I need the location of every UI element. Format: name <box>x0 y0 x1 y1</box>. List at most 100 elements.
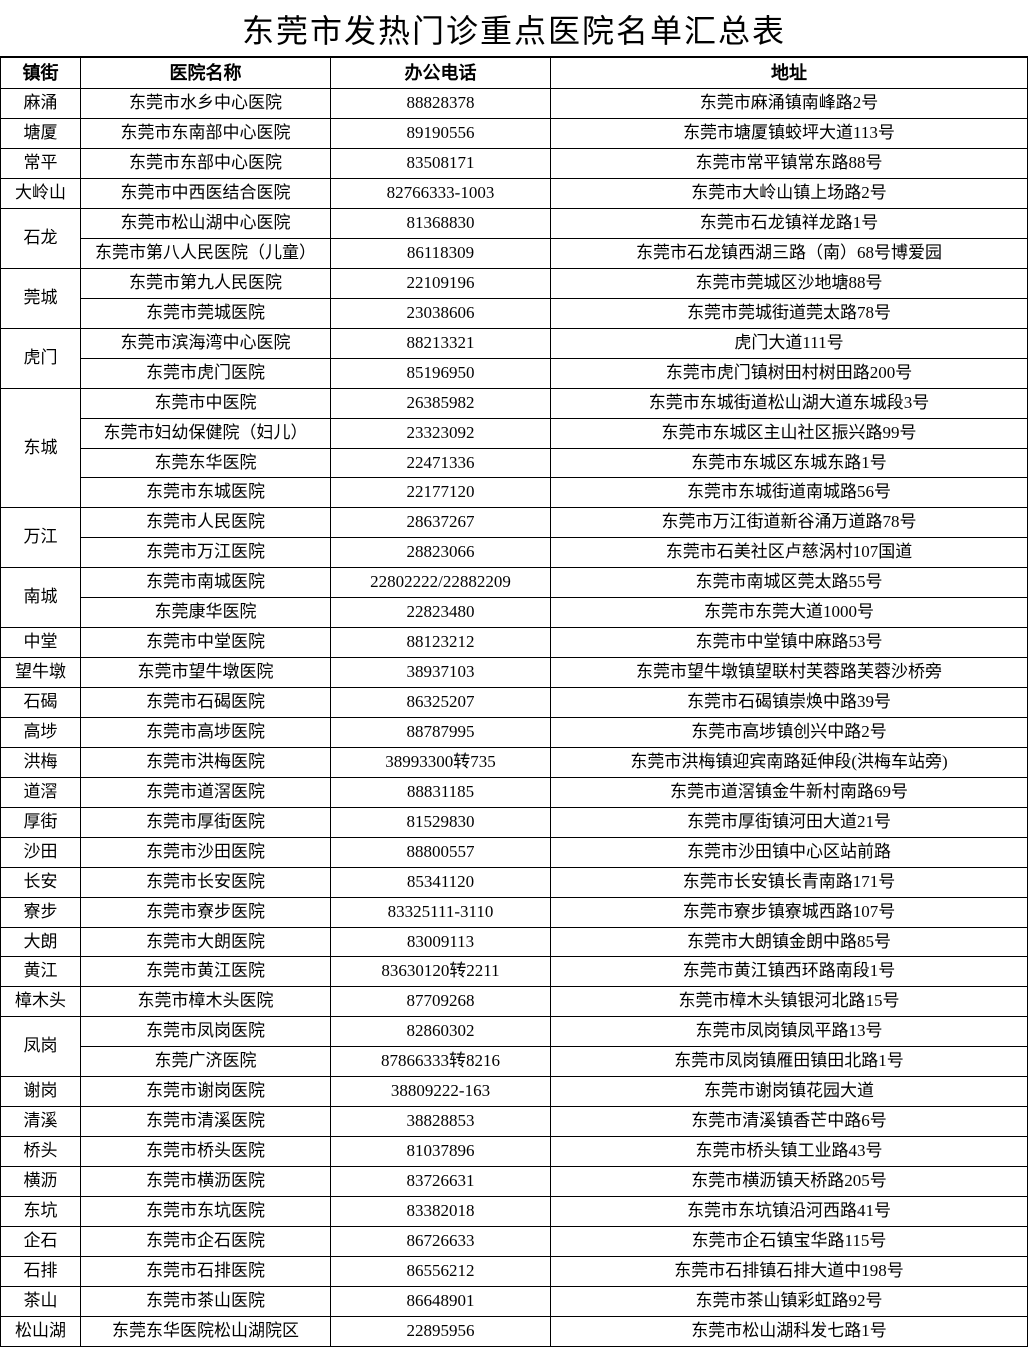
table-row: 企石东莞市企石医院86726633东莞市企石镇宝华路115号 <box>1 1226 1028 1256</box>
cell-town: 大朗 <box>1 927 81 957</box>
table-body: 麻涌东莞市水乡中心医院88828378东莞市麻涌镇南峰路2号塘厦东莞市东南部中心… <box>1 89 1028 1346</box>
cell-hospital-name: 东莞市桥头医院 <box>81 1137 331 1167</box>
cell-address: 虎门大道111号 <box>551 328 1028 358</box>
table-row: 寮步东莞市寮步医院83325111-3110东莞市寮步镇寮城西路107号 <box>1 897 1028 927</box>
table-row: 常平东莞市东部中心医院83508171东莞市常平镇常东路88号 <box>1 149 1028 179</box>
cell-address: 东莞市道滘镇金牛新村南路69号 <box>551 777 1028 807</box>
page-title: 东莞市发热门诊重点医院名单汇总表 <box>0 0 1028 57</box>
cell-phone: 83508171 <box>331 149 551 179</box>
cell-address: 东莞市茶山镇彩虹路92号 <box>551 1286 1028 1316</box>
cell-phone: 83630120转2211 <box>331 957 551 987</box>
table-row: 东莞广济医院87866333转8216东莞市凤岗镇雁田镇田北路1号 <box>1 1047 1028 1077</box>
cell-phone: 22802222/22882209 <box>331 568 551 598</box>
cell-phone: 38993300转735 <box>331 747 551 777</box>
cell-address: 东莞市石龙镇西湖三路（南）68号博爱园 <box>551 238 1028 268</box>
cell-town: 清溪 <box>1 1107 81 1137</box>
cell-phone: 82766333-1003 <box>331 179 551 209</box>
cell-address: 东莞市高埗镇创兴中路2号 <box>551 717 1028 747</box>
cell-phone: 22471336 <box>331 448 551 478</box>
cell-address: 东莞市石碣镇崇焕中路39号 <box>551 688 1028 718</box>
cell-hospital-name: 东莞市万江医院 <box>81 538 331 568</box>
table-row: 东莞市东城医院22177120东莞市东城街道南城路56号 <box>1 478 1028 508</box>
cell-hospital-name: 东莞市东城医院 <box>81 478 331 508</box>
cell-address: 东莞市谢岗镇花园大道 <box>551 1077 1028 1107</box>
cell-address: 东莞市沙田镇中心区站前路 <box>551 837 1028 867</box>
table-row: 东城东莞市中医院26385982东莞市东城街道松山湖大道东城段3号 <box>1 388 1028 418</box>
cell-hospital-name: 东莞市第九人民医院 <box>81 268 331 298</box>
cell-address: 东莞市桥头镇工业路43号 <box>551 1137 1028 1167</box>
cell-phone: 88831185 <box>331 777 551 807</box>
table-row: 谢岗东莞市谢岗医院38809222-163东莞市谢岗镇花园大道 <box>1 1077 1028 1107</box>
table-row: 万江东莞市人民医院28637267东莞市万江街道新谷涌万道路78号 <box>1 508 1028 538</box>
cell-address: 东莞市东城街道南城路56号 <box>551 478 1028 508</box>
table-row: 道滘东莞市道滘医院88831185东莞市道滘镇金牛新村南路69号 <box>1 777 1028 807</box>
cell-address: 东莞市大朗镇金朗中路85号 <box>551 927 1028 957</box>
cell-town: 洪梅 <box>1 747 81 777</box>
table-row: 东莞东华医院22471336东莞市东城区东城东路1号 <box>1 448 1028 478</box>
cell-hospital-name: 东莞市东部中心医院 <box>81 149 331 179</box>
cell-town: 大岭山 <box>1 179 81 209</box>
cell-phone: 87709268 <box>331 987 551 1017</box>
cell-phone: 38937103 <box>331 658 551 688</box>
cell-address: 东莞市石美社区卢慈涡村107国道 <box>551 538 1028 568</box>
cell-hospital-name: 东莞市茶山医院 <box>81 1286 331 1316</box>
cell-phone: 23038606 <box>331 298 551 328</box>
cell-hospital-name: 东莞市水乡中心医院 <box>81 89 331 119</box>
table-row: 樟木头东莞市樟木头医院87709268东莞市樟木头镇银河北路15号 <box>1 987 1028 1017</box>
cell-town: 凤岗 <box>1 1017 81 1077</box>
cell-phone: 28637267 <box>331 508 551 538</box>
cell-phone: 22177120 <box>331 478 551 508</box>
table-row: 黄江东莞市黄江医院83630120转2211东莞市黄江镇西环路南段1号 <box>1 957 1028 987</box>
cell-hospital-name: 东莞市沙田医院 <box>81 837 331 867</box>
table-row: 东莞市妇幼保健院（妇儿）23323092东莞市东城区主山社区振兴路99号 <box>1 418 1028 448</box>
cell-town: 谢岗 <box>1 1077 81 1107</box>
table-row: 横沥东莞市横沥医院83726631东莞市横沥镇天桥路205号 <box>1 1167 1028 1197</box>
table-row: 石龙东莞市松山湖中心医院81368830东莞市石龙镇祥龙路1号 <box>1 209 1028 239</box>
cell-phone: 22109196 <box>331 268 551 298</box>
cell-town: 松山湖 <box>1 1316 81 1346</box>
cell-hospital-name: 东莞市中堂医院 <box>81 628 331 658</box>
col-header-addr: 地址 <box>551 58 1028 89</box>
cell-hospital-name: 东莞市望牛墩医院 <box>81 658 331 688</box>
cell-phone: 85196950 <box>331 358 551 388</box>
cell-hospital-name: 东莞市妇幼保健院（妇儿） <box>81 418 331 448</box>
cell-town: 黄江 <box>1 957 81 987</box>
cell-address: 东莞市石龙镇祥龙路1号 <box>551 209 1028 239</box>
cell-phone: 86556212 <box>331 1256 551 1286</box>
cell-town: 莞城 <box>1 268 81 328</box>
table-row: 东莞康华医院22823480东莞市东莞大道1000号 <box>1 598 1028 628</box>
cell-address: 东莞市企石镇宝华路115号 <box>551 1226 1028 1256</box>
cell-town: 东坑 <box>1 1196 81 1226</box>
cell-address: 东莞市厚街镇河田大道21号 <box>551 807 1028 837</box>
cell-town: 万江 <box>1 508 81 568</box>
cell-address: 东莞市清溪镇香芒中路6号 <box>551 1107 1028 1137</box>
cell-address: 东莞市塘厦镇蛟坪大道113号 <box>551 119 1028 149</box>
cell-phone: 83009113 <box>331 927 551 957</box>
col-header-phone: 办公电话 <box>331 58 551 89</box>
table-row: 南城东莞市南城医院22802222/22882209东莞市南城区莞太路55号 <box>1 568 1028 598</box>
cell-phone: 83726631 <box>331 1167 551 1197</box>
cell-address: 东莞市樟木头镇银河北路15号 <box>551 987 1028 1017</box>
cell-hospital-name: 东莞市石排医院 <box>81 1256 331 1286</box>
cell-phone: 88800557 <box>331 837 551 867</box>
cell-phone: 85341120 <box>331 867 551 897</box>
cell-town: 长安 <box>1 867 81 897</box>
table-row: 桥头东莞市桥头医院81037896东莞市桥头镇工业路43号 <box>1 1137 1028 1167</box>
cell-hospital-name: 东莞市谢岗医院 <box>81 1077 331 1107</box>
cell-hospital-name: 东莞东华医院松山湖院区 <box>81 1316 331 1346</box>
cell-town: 常平 <box>1 149 81 179</box>
cell-address: 东莞市东城街道松山湖大道东城段3号 <box>551 388 1028 418</box>
cell-phone: 26385982 <box>331 388 551 418</box>
col-header-name: 医院名称 <box>81 58 331 89</box>
cell-hospital-name: 东莞市厚街医院 <box>81 807 331 837</box>
cell-address: 东莞市东城区主山社区振兴路99号 <box>551 418 1028 448</box>
cell-address: 东莞市虎门镇树田村树田路200号 <box>551 358 1028 388</box>
cell-hospital-name: 东莞市人民医院 <box>81 508 331 538</box>
cell-hospital-name: 东莞市长安医院 <box>81 867 331 897</box>
cell-address: 东莞市寮步镇寮城西路107号 <box>551 897 1028 927</box>
cell-address: 东莞市东坑镇沿河西路41号 <box>551 1196 1028 1226</box>
col-header-town: 镇街 <box>1 58 81 89</box>
cell-address: 东莞市东莞大道1000号 <box>551 598 1028 628</box>
cell-town: 东城 <box>1 388 81 508</box>
table-row: 东莞市第八人民医院（儿童）86118309东莞市石龙镇西湖三路（南）68号博爱园 <box>1 238 1028 268</box>
